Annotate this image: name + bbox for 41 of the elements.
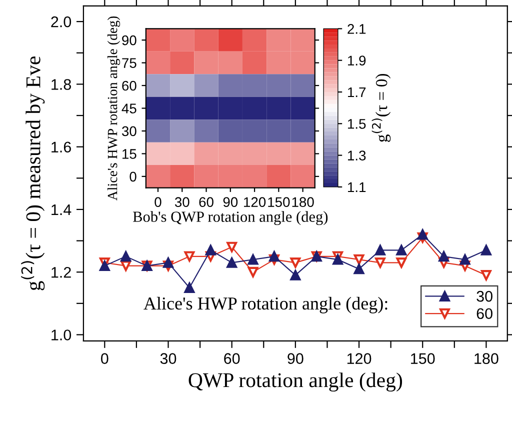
x-tick-label: 180 — [292, 197, 314, 208]
y-tick-label: 60 — [122, 80, 136, 91]
color-bar-label: 1.9 — [348, 56, 366, 66]
legend-title: Alice's HWP rotation angle (deg): — [144, 296, 388, 314]
y-tick-label: 1.0 — [52, 330, 72, 340]
y-tick-label: 15 — [122, 149, 136, 159]
x-tick-label: 180 — [474, 353, 498, 364]
y-tick-label: 90 — [122, 35, 136, 46]
y-tick-label: 30 — [122, 126, 136, 136]
y-tick-label: 2.0 — [51, 16, 72, 28]
x-tick-label: 60 — [224, 353, 240, 364]
y-axis-title: Alice's HWP rotation angle (deg) — [107, 16, 120, 201]
x-tick-label: 150 — [268, 197, 290, 208]
x-tick-label: 0 — [101, 353, 108, 364]
y-tick-label: 1.6 — [52, 142, 71, 153]
color-bar-label: 2.1 — [348, 24, 366, 34]
x-tick-label: 120 — [347, 353, 372, 364]
color-bar-label: 1.3 — [348, 150, 366, 160]
x-tick-label: 90 — [223, 197, 238, 208]
color-bar-label: 1.1 — [348, 182, 366, 192]
x-tick-label: 30 — [160, 353, 176, 364]
color-bar-label: 1.5 — [348, 119, 366, 129]
y-axis-title: g$^{(2)}$(τ = 0) measured by Eve — [21, 56, 45, 290]
y-tick-label: 1.8 — [52, 79, 71, 90]
y-tick-label: 45 — [122, 104, 136, 114]
x-axis-title: Bob's QWP rotation angle (deg) — [133, 211, 328, 226]
x-tick-label: 120 — [244, 197, 266, 208]
legend-label: 30 — [476, 290, 492, 302]
color-bar-label: 1.7 — [348, 87, 366, 98]
y-tick-label: 1.4 — [52, 204, 72, 215]
y-tick-label: 1.2 — [52, 266, 71, 278]
x-tick-label: 90 — [288, 353, 304, 364]
legend-label: 60 — [476, 308, 492, 320]
x-tick-label: 150 — [411, 353, 435, 364]
x-tick-label: 60 — [199, 197, 214, 208]
color-bar-title: g$^{(2)}$(τ = 0) — [372, 74, 391, 142]
y-tick-label: 75 — [122, 58, 136, 68]
y-tick-label: 0 — [130, 172, 136, 182]
x-axis-title: QWP rotation angle (deg) — [188, 372, 402, 392]
x-tick-label: 0 — [154, 197, 162, 208]
x-tick-label: 30 — [174, 197, 190, 208]
